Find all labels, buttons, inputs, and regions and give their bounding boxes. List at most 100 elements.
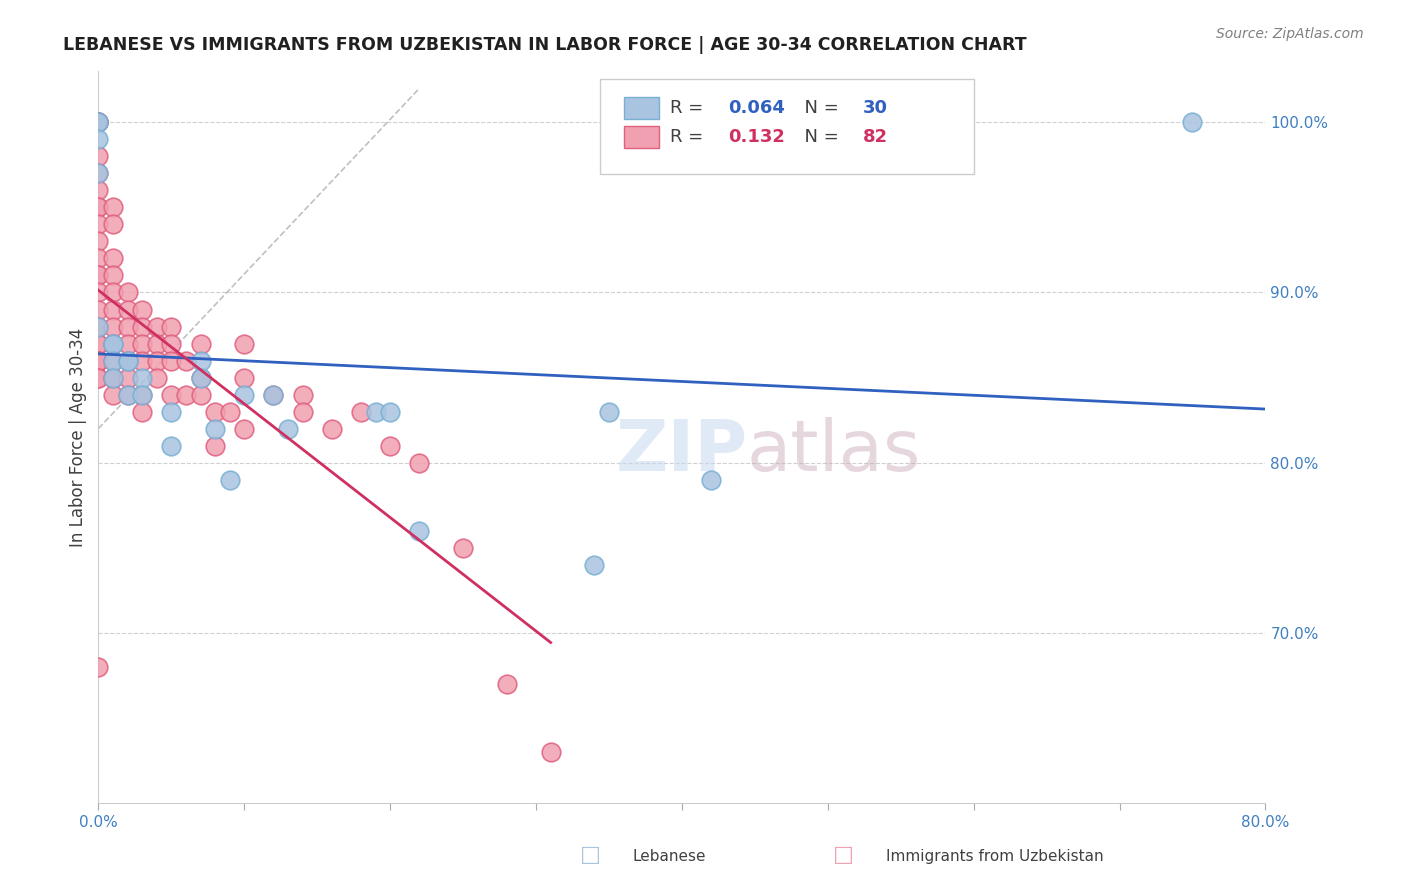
Y-axis label: In Labor Force | Age 30-34: In Labor Force | Age 30-34: [69, 327, 87, 547]
Immigrants from Uzbekistan: [87, 115, 110, 129]
Bar: [624, 97, 658, 119]
Lebanese: [190, 370, 212, 384]
Immigrants from Uzbekistan: [495, 677, 517, 691]
Lebanese: [131, 370, 153, 384]
Immigrants from Uzbekistan: [87, 268, 110, 283]
Immigrants from Uzbekistan: [233, 370, 256, 384]
Immigrants from Uzbekistan: [87, 115, 110, 129]
Lebanese: [277, 421, 299, 435]
Text: Immigrants from Uzbekistan: Immigrants from Uzbekistan: [886, 849, 1104, 863]
Immigrants from Uzbekistan: [87, 659, 110, 673]
Lebanese: [101, 336, 124, 351]
Lebanese: [378, 404, 402, 418]
Immigrants from Uzbekistan: [451, 541, 474, 555]
Text: ZIP: ZIP: [616, 417, 748, 486]
Text: □: □: [834, 845, 853, 864]
Immigrants from Uzbekistan: [87, 201, 110, 215]
Immigrants from Uzbekistan: [146, 336, 169, 351]
Immigrants from Uzbekistan: [87, 252, 110, 266]
Immigrants from Uzbekistan: [174, 387, 197, 401]
Text: R =: R =: [671, 128, 716, 146]
Immigrants from Uzbekistan: [117, 370, 139, 384]
Immigrants from Uzbekistan: [540, 745, 562, 759]
Immigrants from Uzbekistan: [87, 302, 110, 317]
Immigrants from Uzbekistan: [131, 336, 153, 351]
Immigrants from Uzbekistan: [101, 268, 124, 283]
Immigrants from Uzbekistan: [160, 387, 183, 401]
Immigrants from Uzbekistan: [87, 235, 110, 249]
Immigrants from Uzbekistan: [233, 336, 256, 351]
Immigrants from Uzbekistan: [204, 404, 226, 418]
Immigrants from Uzbekistan: [190, 370, 212, 384]
Immigrants from Uzbekistan: [101, 353, 124, 368]
Lebanese: [190, 353, 212, 368]
Immigrants from Uzbekistan: [321, 421, 343, 435]
Lebanese: [204, 421, 226, 435]
Immigrants from Uzbekistan: [131, 302, 153, 317]
Lebanese: [117, 387, 139, 401]
Immigrants from Uzbekistan: [87, 218, 110, 232]
Immigrants from Uzbekistan: [87, 183, 110, 197]
Immigrants from Uzbekistan: [87, 166, 110, 180]
Immigrants from Uzbekistan: [131, 404, 153, 418]
Immigrants from Uzbekistan: [117, 319, 139, 334]
Immigrants from Uzbekistan: [101, 370, 124, 384]
Lebanese: [364, 404, 387, 418]
Immigrants from Uzbekistan: [131, 353, 153, 368]
Lebanese: [262, 387, 284, 401]
Immigrants from Uzbekistan: [291, 387, 314, 401]
Immigrants from Uzbekistan: [87, 115, 110, 129]
Immigrants from Uzbekistan: [87, 336, 110, 351]
Immigrants from Uzbekistan: [87, 353, 110, 368]
Lebanese: [101, 353, 124, 368]
Lebanese: [700, 473, 723, 487]
Immigrants from Uzbekistan: [291, 404, 314, 418]
Immigrants from Uzbekistan: [87, 370, 110, 384]
Immigrants from Uzbekistan: [87, 268, 110, 283]
Lebanese: [160, 404, 183, 418]
Immigrants from Uzbekistan: [101, 387, 124, 401]
Lebanese: [583, 558, 606, 572]
Text: R =: R =: [671, 99, 709, 117]
Immigrants from Uzbekistan: [378, 439, 402, 453]
Immigrants from Uzbekistan: [87, 353, 110, 368]
Lebanese: [1181, 115, 1204, 129]
Immigrants from Uzbekistan: [101, 285, 124, 300]
Immigrants from Uzbekistan: [87, 319, 110, 334]
Immigrants from Uzbekistan: [408, 456, 430, 470]
Lebanese: [87, 132, 110, 146]
Immigrants from Uzbekistan: [117, 353, 139, 368]
Lebanese: [598, 404, 620, 418]
Immigrants from Uzbekistan: [174, 353, 197, 368]
Immigrants from Uzbekistan: [87, 319, 110, 334]
Immigrants from Uzbekistan: [146, 370, 169, 384]
Lebanese: [87, 115, 110, 129]
Immigrants from Uzbekistan: [101, 218, 124, 232]
Immigrants from Uzbekistan: [233, 421, 256, 435]
Immigrants from Uzbekistan: [87, 201, 110, 215]
Immigrants from Uzbekistan: [87, 370, 110, 384]
Immigrants from Uzbekistan: [262, 387, 284, 401]
Immigrants from Uzbekistan: [87, 353, 110, 368]
Immigrants from Uzbekistan: [101, 252, 124, 266]
Immigrants from Uzbekistan: [101, 370, 124, 384]
Immigrants from Uzbekistan: [160, 353, 183, 368]
Immigrants from Uzbekistan: [190, 336, 212, 351]
Text: LEBANESE VS IMMIGRANTS FROM UZBEKISTAN IN LABOR FORCE | AGE 30-34 CORRELATION CH: LEBANESE VS IMMIGRANTS FROM UZBEKISTAN I…: [63, 36, 1026, 54]
Immigrants from Uzbekistan: [87, 115, 110, 129]
Immigrants from Uzbekistan: [160, 336, 183, 351]
Text: 30: 30: [863, 99, 887, 117]
Text: □: □: [581, 845, 600, 864]
Lebanese: [101, 336, 124, 351]
Immigrants from Uzbekistan: [117, 387, 139, 401]
Immigrants from Uzbekistan: [101, 336, 124, 351]
Immigrants from Uzbekistan: [117, 285, 139, 300]
Text: Lebanese: Lebanese: [633, 849, 706, 863]
Lebanese: [87, 115, 110, 129]
Lebanese: [101, 370, 124, 384]
Immigrants from Uzbekistan: [87, 149, 110, 163]
Immigrants from Uzbekistan: [87, 285, 110, 300]
Immigrants from Uzbekistan: [117, 302, 139, 317]
Text: N =: N =: [793, 128, 844, 146]
Immigrants from Uzbekistan: [87, 336, 110, 351]
